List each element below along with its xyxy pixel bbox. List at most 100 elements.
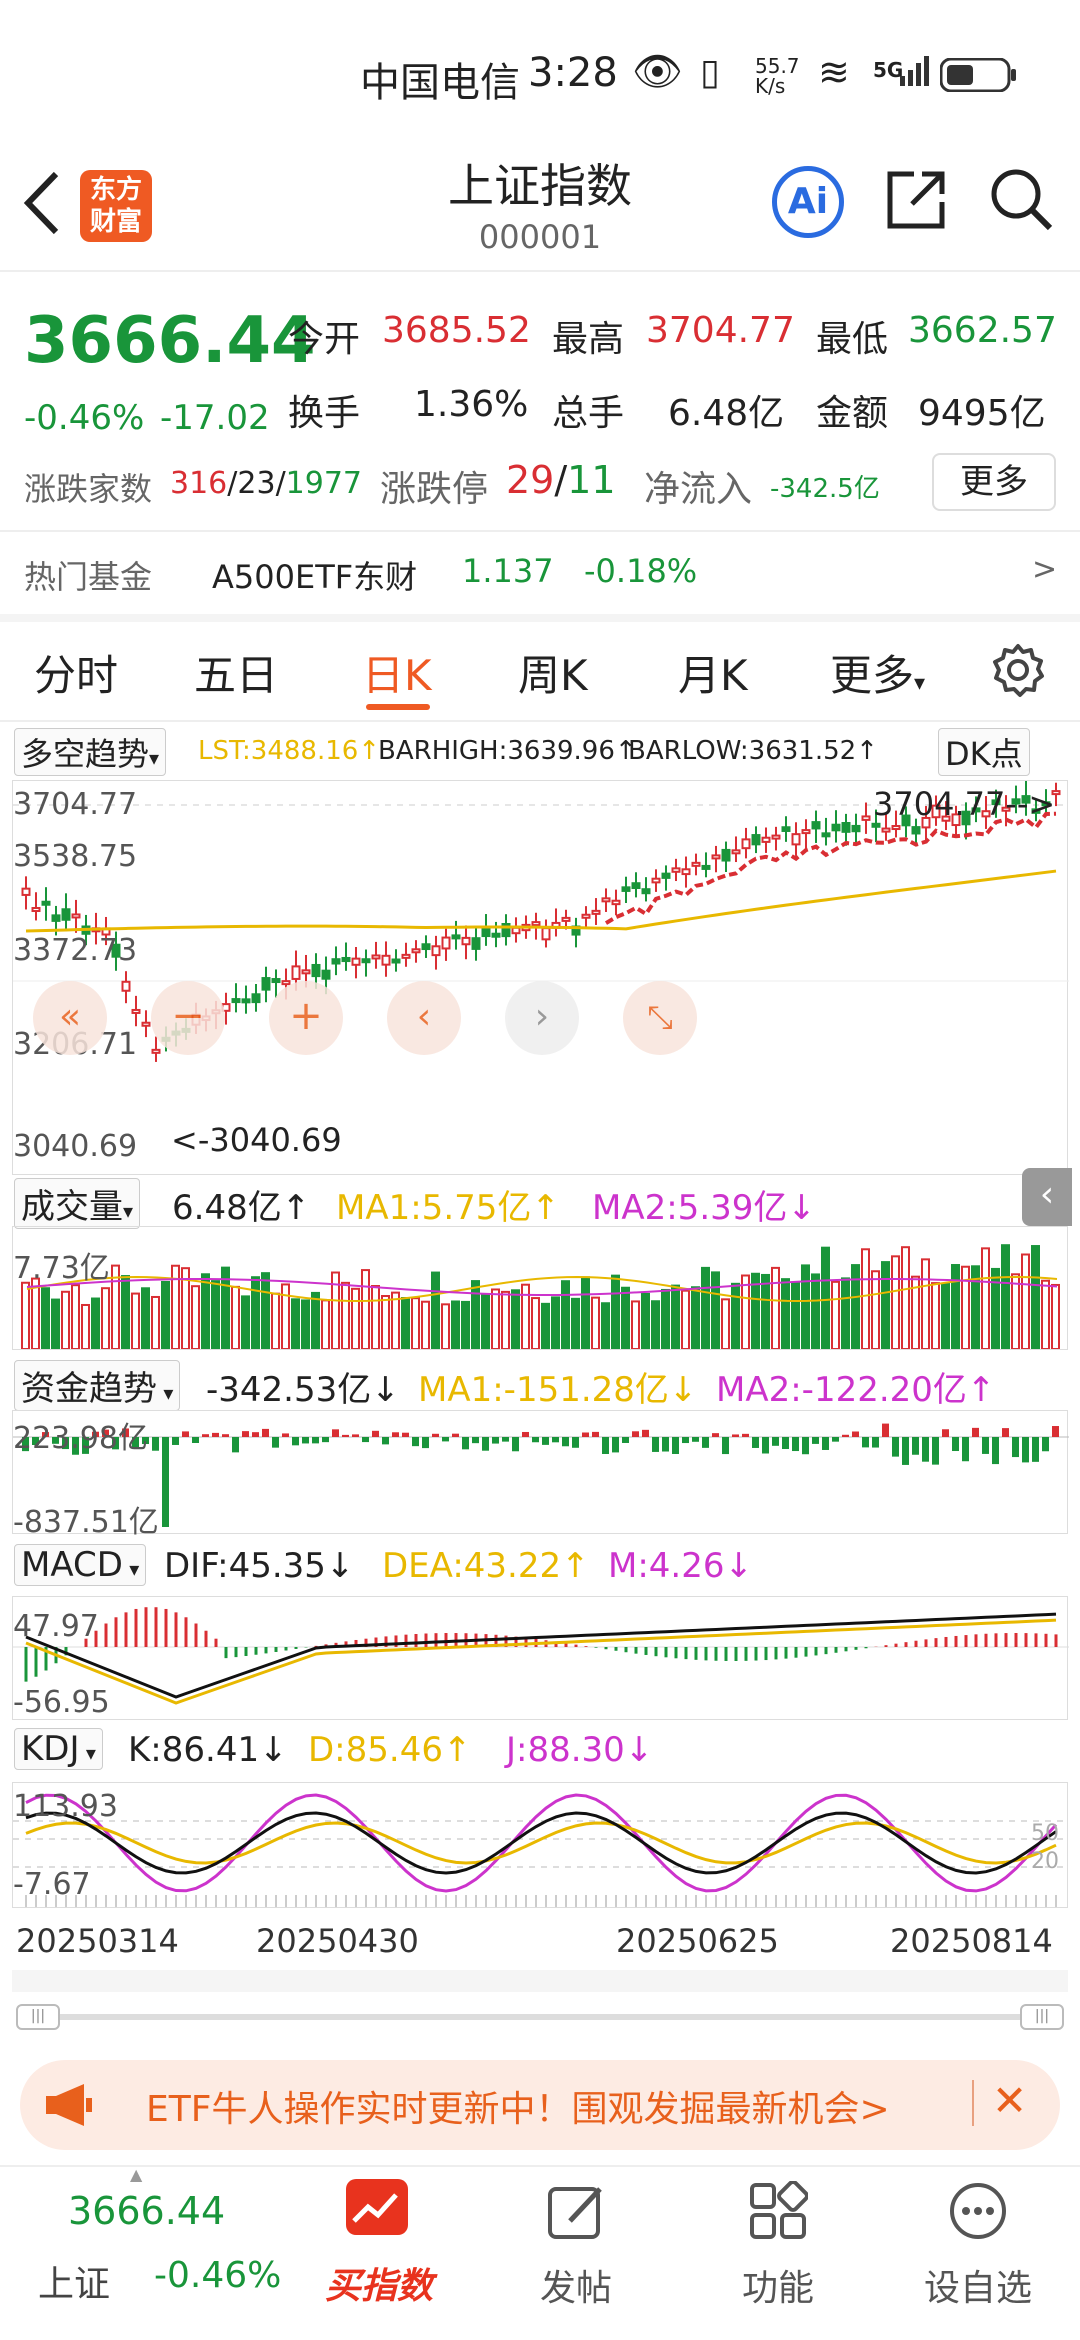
macd-tick-top: 47.97 xyxy=(13,1609,99,1644)
candle-body xyxy=(611,899,621,906)
candle-body xyxy=(481,928,491,938)
kline-chart[interactable]: 3704.77 3538.75 3372.73 3206.71 3040.69 … xyxy=(12,780,1069,1175)
fund-bar xyxy=(682,1437,689,1444)
barhigh-value: BARHIGH:3639.96↑ xyxy=(378,736,637,766)
fund-bar xyxy=(932,1437,939,1465)
volume-bar xyxy=(361,1269,370,1350)
macd-dropdown[interactable]: MACD ▾ xyxy=(14,1544,147,1586)
candle-body xyxy=(31,907,41,913)
promo-banner[interactable]: ETF牛人操作实时更新中！围观发掘最新机会> ✕ xyxy=(20,2060,1060,2150)
y-tick-1: 3704.77 xyxy=(13,787,138,822)
hot-fund-row[interactable]: 热门基金 A500ETF东财 1.137 -0.18% > xyxy=(0,532,1080,614)
fund-value: -342.53亿↓ xyxy=(206,1370,400,1410)
kdj-dropdown[interactable]: KDJ ▾ xyxy=(14,1728,103,1770)
net-speed: 55.7 K/s xyxy=(755,54,800,98)
ai-icon[interactable]: Ai xyxy=(772,166,844,238)
gear-icon[interactable] xyxy=(990,642,1046,708)
fund-bar xyxy=(892,1437,899,1457)
fund-bar xyxy=(502,1437,509,1442)
more-button[interactable]: 更多 xyxy=(932,453,1056,511)
close-icon[interactable]: ✕ xyxy=(992,2076,1028,2125)
high-value: 3704.77 xyxy=(646,310,795,351)
volume-bar xyxy=(841,1277,850,1350)
tab-more[interactable]: 更多▾ xyxy=(830,651,926,700)
fund-bar xyxy=(752,1437,759,1448)
volume-bar xyxy=(811,1273,820,1351)
volume-dropdown[interactable]: 成交量▾ xyxy=(14,1178,141,1229)
period-tabs: 分时 五日 日K 周K 月K 更多▾ xyxy=(0,620,1080,720)
volume-bar xyxy=(771,1266,780,1350)
buy-index-button[interactable]: 买指数 xyxy=(314,2167,444,2337)
candle-body xyxy=(531,921,541,927)
status-bar: 中国电信 3:28 👁 ▯ 55.7 K/s ≋ 5G xyxy=(0,0,1080,150)
volume-bar xyxy=(721,1298,730,1350)
tab-weekly-k[interactable]: 周K xyxy=(518,651,588,700)
expand-up-icon[interactable]: ▲ xyxy=(130,2165,143,2184)
candle-body xyxy=(791,833,801,846)
range-handle-left[interactable]: ||| xyxy=(16,2004,60,2030)
divider xyxy=(0,720,1080,722)
bottom-nav: ▲ 3666.44 上证 -0.46% 买指数 发帖 功能 设自选 xyxy=(0,2165,1080,2340)
scroll-right-icon[interactable]: › xyxy=(505,981,579,1055)
volume-bar xyxy=(41,1287,50,1350)
candle-body xyxy=(401,953,411,959)
volume-bar xyxy=(311,1291,320,1350)
volume-bar xyxy=(321,1299,330,1351)
kdj-k: K:86.41↓ xyxy=(128,1730,288,1770)
tab-monthly-k[interactable]: 月K xyxy=(678,651,748,700)
candle-body xyxy=(811,821,821,830)
zoom-in-icon[interactable]: + xyxy=(269,981,343,1055)
share-icon[interactable] xyxy=(884,168,948,236)
candle-body xyxy=(121,980,131,992)
fund-bar xyxy=(652,1437,659,1452)
dk-point-button[interactable]: DK点 xyxy=(938,728,1030,776)
grid-icon xyxy=(748,2180,809,2245)
volume-bar xyxy=(891,1255,900,1350)
scroll-left-fast-icon[interactable]: « xyxy=(33,981,107,1055)
header: 东方 财富 上证指数 000001 Ai xyxy=(0,150,1080,270)
post-button[interactable]: 发帖 xyxy=(516,2167,636,2337)
volume-bar xyxy=(741,1274,750,1350)
function-button[interactable]: 功能 xyxy=(718,2167,838,2337)
tab-five-day[interactable]: 五日 xyxy=(194,651,279,700)
buy-index-label: 买指数 xyxy=(324,2266,433,2307)
volume-bar xyxy=(91,1297,100,1350)
back-icon[interactable] xyxy=(20,168,64,242)
volume-bar xyxy=(461,1300,470,1350)
fund-bar xyxy=(492,1437,499,1444)
y-tick-2: 3538.75 xyxy=(13,839,138,874)
candle-body xyxy=(871,822,881,828)
volume-bar xyxy=(921,1258,930,1350)
search-icon[interactable] xyxy=(988,166,1054,236)
indicator-dropdown[interactable]: 多空趋势▾ xyxy=(14,728,167,776)
index-pct: -0.46% xyxy=(154,2255,282,2296)
range-handle-right[interactable]: ||| xyxy=(1020,2004,1064,2030)
fund-dropdown[interactable]: 资金趋势 ▾ xyxy=(14,1360,181,1411)
axis-spacer xyxy=(12,1970,1068,1992)
fund-bar xyxy=(62,1437,69,1450)
tab-intraday[interactable]: 分时 xyxy=(34,651,119,700)
volume-bar xyxy=(471,1280,480,1350)
macd-m: M:4.26↓ xyxy=(608,1546,753,1586)
collapse-panel-icon[interactable]: ‹ xyxy=(1022,1168,1072,1226)
tab-daily-k[interactable]: 日K xyxy=(362,651,432,700)
lst-value: LST:3488.16↑ xyxy=(198,736,381,766)
range-scrollbar[interactable]: ||| ||| xyxy=(16,2004,1064,2030)
fullscreen-icon[interactable]: ⤡ xyxy=(623,981,697,1055)
date-label: 20250430 xyxy=(256,1922,419,1960)
volume-bar xyxy=(371,1285,380,1350)
zoom-out-icon[interactable]: − xyxy=(151,981,225,1055)
volume-header: 成交量▾ 6.48亿↑ MA1:5.75亿↑ MA2:5.39亿↓ xyxy=(14,1178,1014,1229)
fund-bar xyxy=(772,1437,779,1446)
last-price: 3666.44 xyxy=(24,304,316,378)
kline-indicator-row: 多空趋势▾ LST:3488.16↑ BARHIGH:3639.96↑ BARL… xyxy=(14,728,1074,776)
tab-indicator xyxy=(366,704,430,710)
low-value: 3662.57 xyxy=(908,310,1057,351)
volume-bar xyxy=(861,1248,870,1350)
volume-bar xyxy=(581,1276,590,1350)
fund-bar xyxy=(212,1432,219,1437)
add-watchlist-button[interactable]: 设自选 xyxy=(918,2167,1038,2337)
scroll-left-icon[interactable]: ‹ xyxy=(387,981,461,1055)
candle-body xyxy=(821,832,831,838)
candle-body xyxy=(751,834,761,846)
